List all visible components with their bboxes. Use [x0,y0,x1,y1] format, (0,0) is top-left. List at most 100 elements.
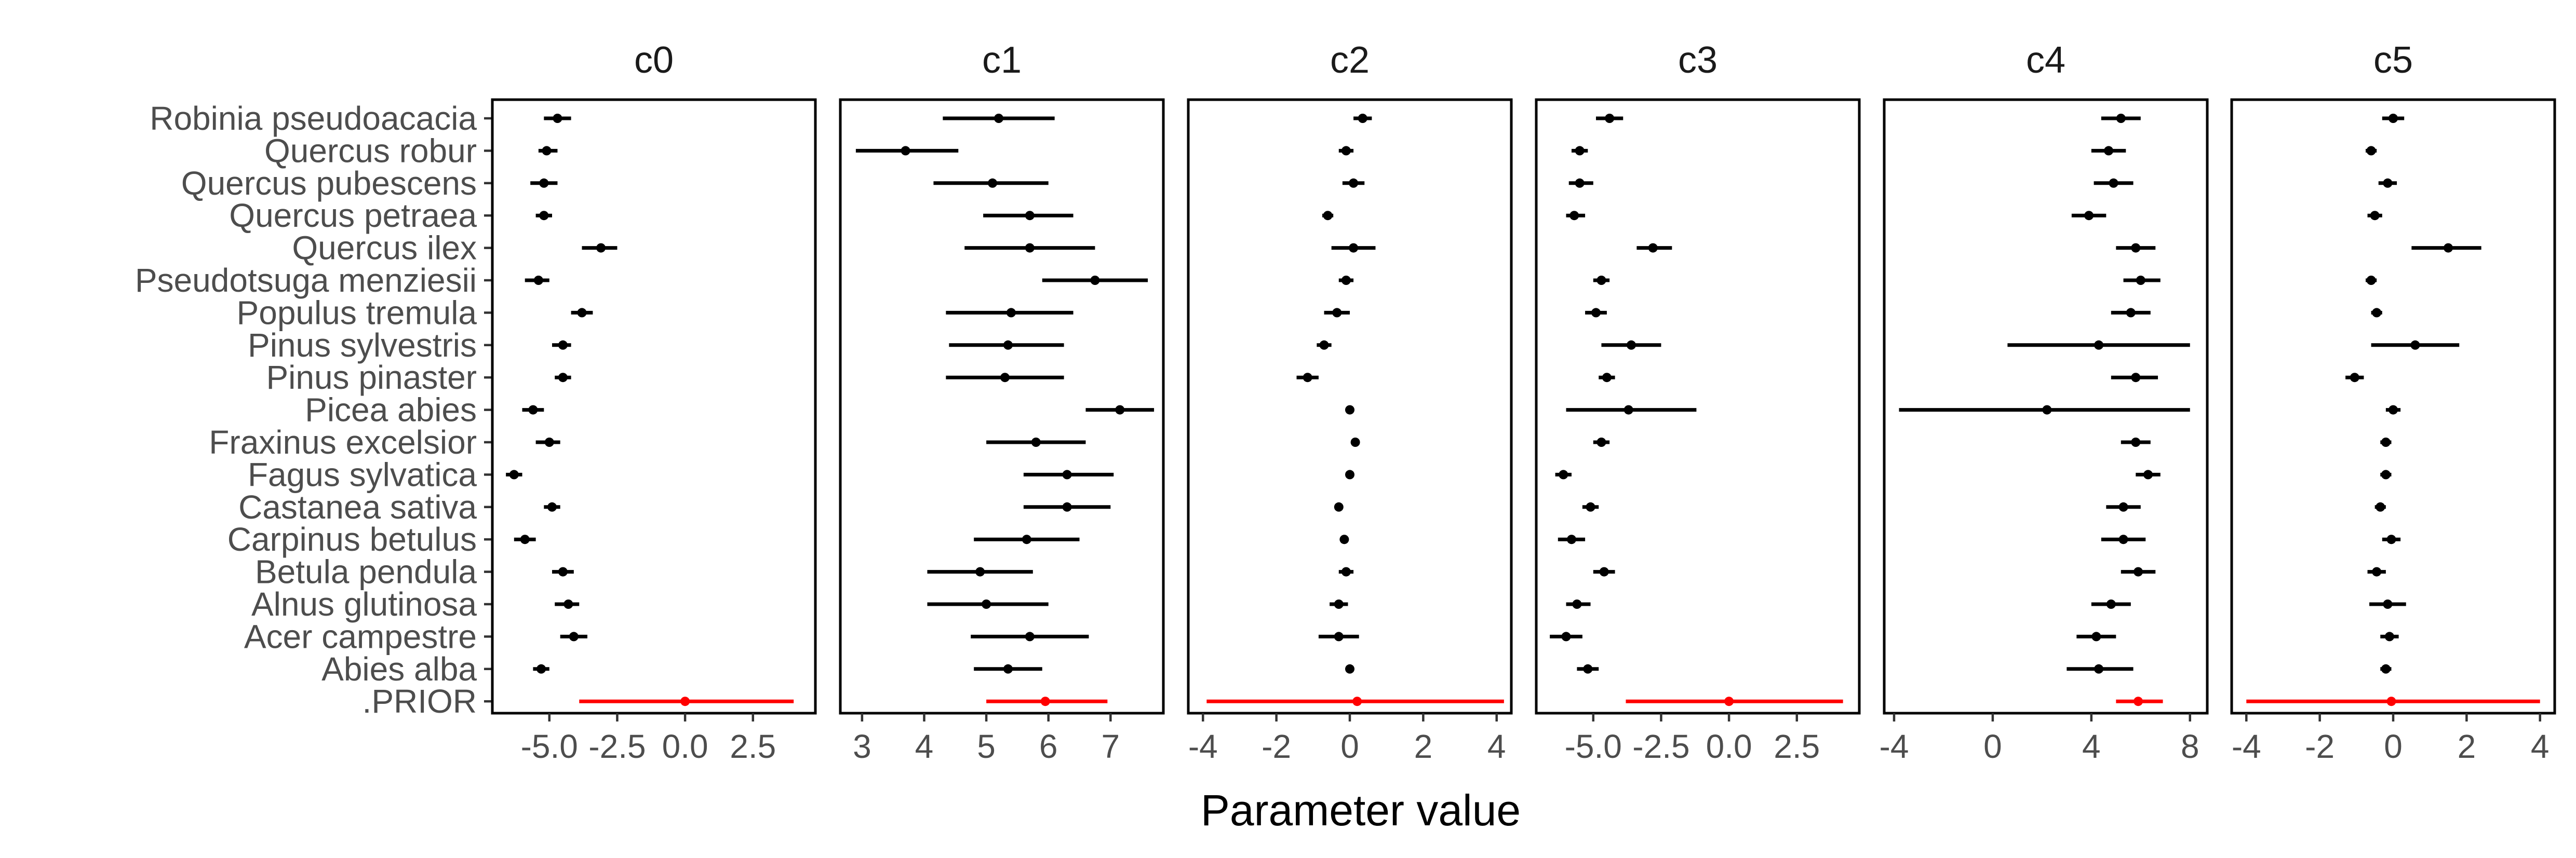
estimate-point [1062,470,1072,480]
species-label: Quercus robur [264,132,477,169]
species-label: Robinia pseudoacacia [150,100,477,137]
estimate-point [1345,664,1354,674]
estimate-point [1345,405,1354,415]
x-tick-label: -2 [1262,728,1291,765]
estimate-point [2104,146,2114,156]
x-tick-label: 2 [1414,728,1433,765]
estimate-point [2383,600,2393,609]
estimate-point [2136,276,2145,285]
estimate-point [982,600,991,609]
estimate-point [542,146,552,156]
estimate-point [1334,632,1344,642]
estimate-point [1339,535,1349,544]
estimate-point [1572,600,1582,609]
species-label: Pinus pinaster [266,359,477,396]
estimate-point [558,567,568,577]
estimate-point [1303,373,1312,383]
estimate-point [2134,567,2143,577]
x-tick-label: -5.0 [521,728,578,765]
x-tick-label: 0.0 [662,728,708,765]
prior-point [1040,697,1050,706]
x-tick-label: -2.5 [588,728,646,765]
estimate-point [2131,373,2141,383]
estimate-point [596,243,606,253]
estimate-point [1575,178,1585,188]
estimate-point [1349,243,1359,253]
estimate-point [558,340,568,350]
x-tick-label: 3 [853,728,871,765]
x-tick-label: 2.5 [1774,728,1820,765]
species-label: Pinus sylvestris [248,326,477,364]
x-tick-label: -2 [2305,728,2334,765]
estimate-point [2131,243,2141,253]
species-label: Castanea sativa [238,488,477,526]
estimate-point [2384,632,2394,642]
estimate-point [2366,276,2376,285]
panel-strip-label: c3 [1678,39,1718,81]
estimate-point [1341,146,1351,156]
species-label: Quercus petraea [229,197,477,234]
estimate-point [2091,632,2101,642]
estimate-point [1569,211,1579,221]
estimate-point [2126,308,2136,318]
estimate-point [2094,664,2104,674]
estimate-point [1349,178,1359,188]
estimate-point [1596,438,1606,447]
x-tick-label: 2 [2458,728,2476,765]
estimate-point [1648,243,1658,253]
estimate-point [1022,535,1031,544]
x-tick-label: -2.5 [1632,728,1689,765]
estimate-point [1319,340,1329,350]
estimate-point [536,664,546,674]
estimate-point [1341,567,1351,577]
estimate-point [1334,600,1344,609]
x-tick-label: -4 [1880,728,1909,765]
x-tick-label: 4 [1487,728,1506,765]
estimate-point [520,535,530,544]
estimate-point [2386,535,2396,544]
estimate-point [1006,308,1016,318]
species-label: .PRIOR [363,683,477,720]
estimate-point [1591,308,1601,318]
estimate-point [1334,502,1344,512]
estimate-point [564,600,573,609]
estimate-point [2118,535,2128,544]
estimate-point [2042,405,2052,415]
panel-c1: c1 3 4 5 6 7 [839,39,1165,765]
panel-strip-label: c4 [2026,39,2065,81]
estimate-point [2383,178,2393,188]
panel-border [839,98,1165,715]
x-tick-label: 7 [1102,728,1120,765]
panel-c0: c0 -5.0 -2.5 0.0 2.5 [491,39,817,765]
x-tick-label: -5.0 [1565,728,1622,765]
species-label: Fagus sylvatica [248,456,477,493]
species-label: Populus tremula [237,294,477,331]
panel-c2: c2 -4 -2 0 2 4 [1187,39,1513,765]
estimate-point [1323,211,1333,221]
x-tick-label: 4 [2082,728,2101,765]
panel-border [1535,98,1861,715]
estimate-point [1115,405,1125,415]
estimate-point [1000,373,1010,383]
estimate-point [2381,438,2391,447]
estimate-point [1586,502,1595,512]
estimate-point [1583,664,1593,674]
x-tick-label: -4 [1188,728,1218,765]
estimate-point [2372,308,2382,318]
panel-c5: c5 -4 -2 0 2 4 [2230,39,2556,765]
x-tick-label: 0 [1983,728,2002,765]
estimate-point [1031,438,1041,447]
estimate-point [2389,405,2398,415]
panel-strip-label: c5 [2373,39,2413,81]
x-tick-label: 4 [915,728,934,765]
estimate-point [994,114,1004,123]
estimate-point [2366,146,2376,156]
estimate-point [975,567,985,577]
facet-panels: c0 -5.0 -2.5 0.0 2.5 c1 3 4 5 6 7 c2 -4 -2 0 2 4 c3 -5.0 -2… [491,39,2556,765]
x-tick-label: 6 [1039,728,1058,765]
species-label: Abies alba [321,650,477,688]
estimate-point [528,405,538,415]
estimate-point [539,178,549,188]
panel-border [491,98,817,715]
